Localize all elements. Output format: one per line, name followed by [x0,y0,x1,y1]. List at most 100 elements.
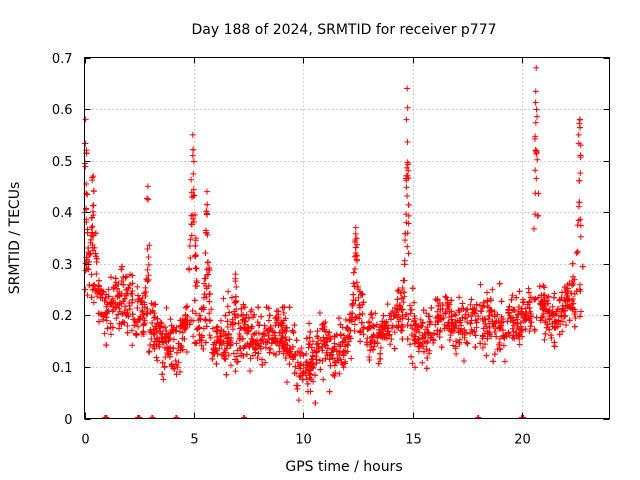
data-point [108,274,115,281]
data-point [577,233,584,240]
data-point [453,338,460,345]
data-point [160,376,167,383]
data-point [356,304,363,311]
data-point [472,332,479,339]
data-point [92,287,99,294]
data-point [211,339,218,346]
data-point [250,339,257,346]
data-point [310,378,317,385]
data-point [472,344,479,351]
data-point [94,293,101,300]
data-point [186,243,193,250]
data-point [229,321,236,328]
data-point [106,300,113,307]
data-point [161,364,168,371]
data-point [190,216,197,223]
data-point [535,294,542,301]
data-point [456,294,463,301]
data-point [88,271,95,278]
data-point [509,325,516,332]
data-point [497,323,504,330]
data-point [233,359,240,366]
data-point [509,319,516,326]
data-point [287,346,294,353]
data-point [548,332,555,339]
data-point [386,331,393,338]
data-point [378,333,385,340]
data-point [188,221,195,228]
data-point [87,250,94,257]
data-point [526,328,533,335]
data-point [388,324,395,331]
data-point [314,328,321,335]
data-point [291,322,298,329]
data-point [489,286,496,293]
data-point [105,293,112,300]
data-point [173,371,180,378]
data-point [570,273,577,280]
data-point [135,295,142,302]
data-point [155,337,162,344]
data-point [327,335,334,342]
data-point [188,189,195,196]
data-point [533,64,540,71]
data-point [559,289,566,296]
data-point [184,316,191,323]
data-point [129,280,136,287]
data-point [354,314,361,321]
data-point [189,131,196,138]
data-point [511,307,518,314]
data-point [377,332,384,339]
data-point [196,324,203,331]
data-point [546,313,553,320]
data-point [259,356,266,363]
data-point [154,357,161,364]
data-point [513,294,520,301]
data-point [246,343,253,350]
data-point [399,285,406,292]
data-point [293,337,300,344]
data-point [124,329,131,336]
data-point [527,313,534,320]
data-point [192,252,199,259]
data-point [316,310,323,317]
data-point [448,313,455,320]
x-axis-label: GPS time / hours [285,459,402,475]
data-point [570,280,577,287]
data-point [531,296,538,303]
data-point [310,365,317,372]
data-point [379,318,386,325]
data-point [501,358,508,365]
data-point [314,341,321,348]
data-point [139,308,146,315]
data-point [416,343,423,350]
data-point [120,298,127,305]
data-point [316,357,323,364]
data-point [142,288,149,295]
data-point [473,319,480,326]
data-point [234,358,241,365]
data-point [289,327,296,334]
data-point [407,310,414,317]
data-point [206,310,213,317]
data-point [226,309,233,316]
data-point [201,291,208,298]
data-point [220,338,227,345]
data-point [132,330,139,337]
data-point [408,306,415,313]
data-point [203,266,210,273]
data-point [515,303,522,310]
data-point [414,324,421,331]
data-point [286,336,293,343]
data-point [145,261,152,268]
data-point [317,337,324,344]
data-point [282,333,289,340]
x-tick-labels: 0 5 10 15 20 [81,433,530,448]
data-point [540,310,547,317]
data-point [227,342,234,349]
data-point [92,230,99,237]
data-point [306,341,313,348]
data-point [329,371,336,378]
data-point [232,271,239,278]
data-point [90,202,97,209]
